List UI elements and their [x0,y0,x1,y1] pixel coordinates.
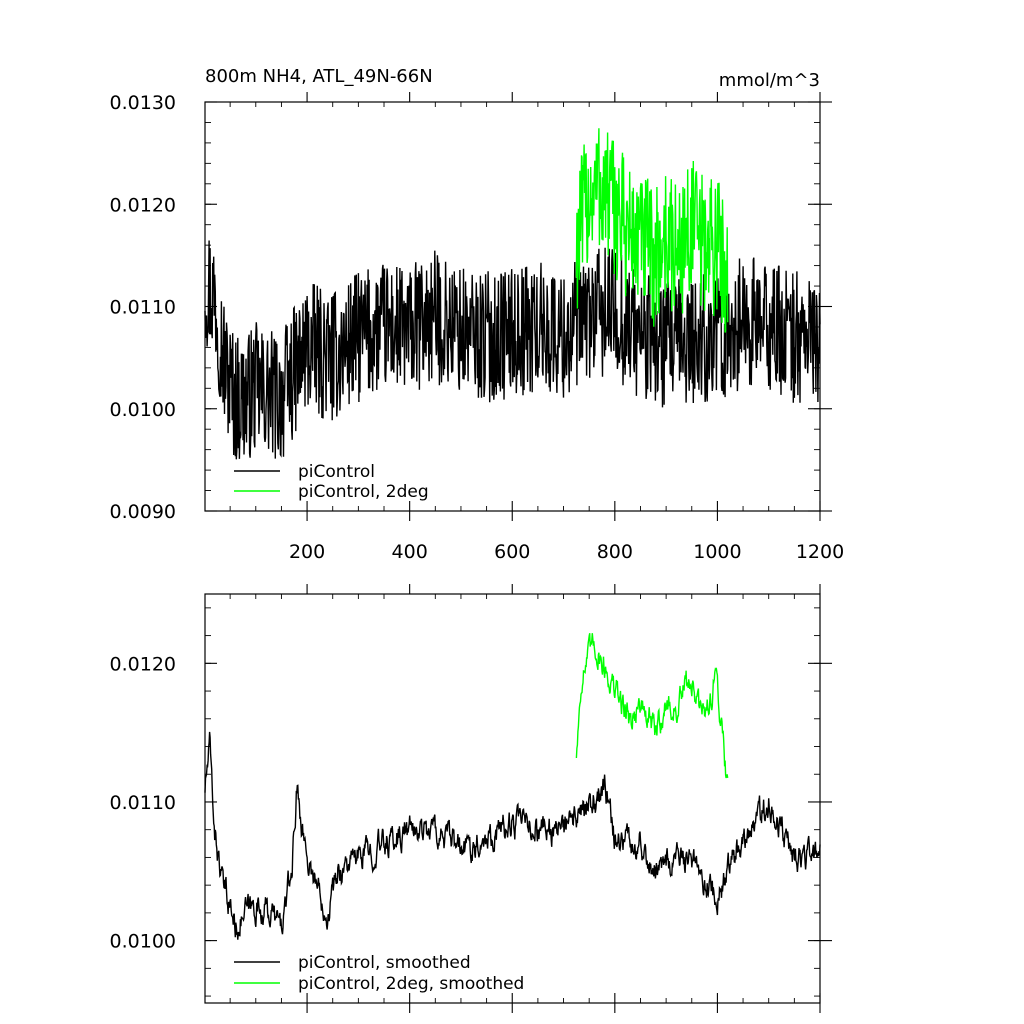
top-panel-units: mmol/m^3 [719,70,820,91]
top-legend-label-2deg: piControl, 2deg [298,482,429,502]
bottom-panel: 0.0100 0.0110 0.0120 piControl, smoothed p… [110,584,832,1013]
bottom-legend: piControl, smoothed piControl, 2deg, smo… [234,953,524,994]
top-series-2deg-line [575,128,729,333]
bottom-legend-label-smoothed: piControl, smoothed [298,953,471,973]
bottom-series-picontrol-line [204,731,821,940]
top-legend: piControl piControl, 2deg [234,462,429,502]
bottom-plot-frame [204,593,821,1004]
top-xtick-label: 600 [494,541,530,563]
top-ytick-label: 0.0100 [110,399,176,421]
top-ytick-label: 0.0090 [110,501,176,523]
top-ytick-label: 0.0110 [110,297,176,319]
top-xtick-label: 800 [597,541,633,563]
top-legend-label-picontrol: piControl [298,462,375,482]
top-plot-area: 0.0090 0.0100 0.0110 0.0120 0.0130 200 400 600 8… [110,92,844,563]
bottom-ytick-label: 0.0110 [110,792,176,814]
bottom-legend-label-2deg-smoothed: piControl, 2deg, smoothed [298,974,524,994]
top-xtick-label: 1000 [693,541,741,563]
top-ytick-label: 0.0120 [110,194,176,216]
bottom-ytick-label: 0.0120 [110,653,176,675]
bottom-series-2deg-line [575,633,729,779]
top-xtick-label: 1200 [796,541,844,563]
top-ytick-label: 0.0130 [110,92,176,114]
top-xtick-label: 400 [392,541,428,563]
top-xtick-label: 200 [289,541,325,563]
bottom-plot-area: 0.0100 0.0110 0.0120 [110,584,832,1013]
top-panel-title: 800m NH4, ATL_49N-66N [205,66,433,87]
top-panel: 800m NH4, ATL_49N-66N mmol/m^3 0.00900.0… [110,66,845,563]
top-plot-frame [204,101,821,512]
bottom-ytick-label: 0.0100 [110,931,176,953]
